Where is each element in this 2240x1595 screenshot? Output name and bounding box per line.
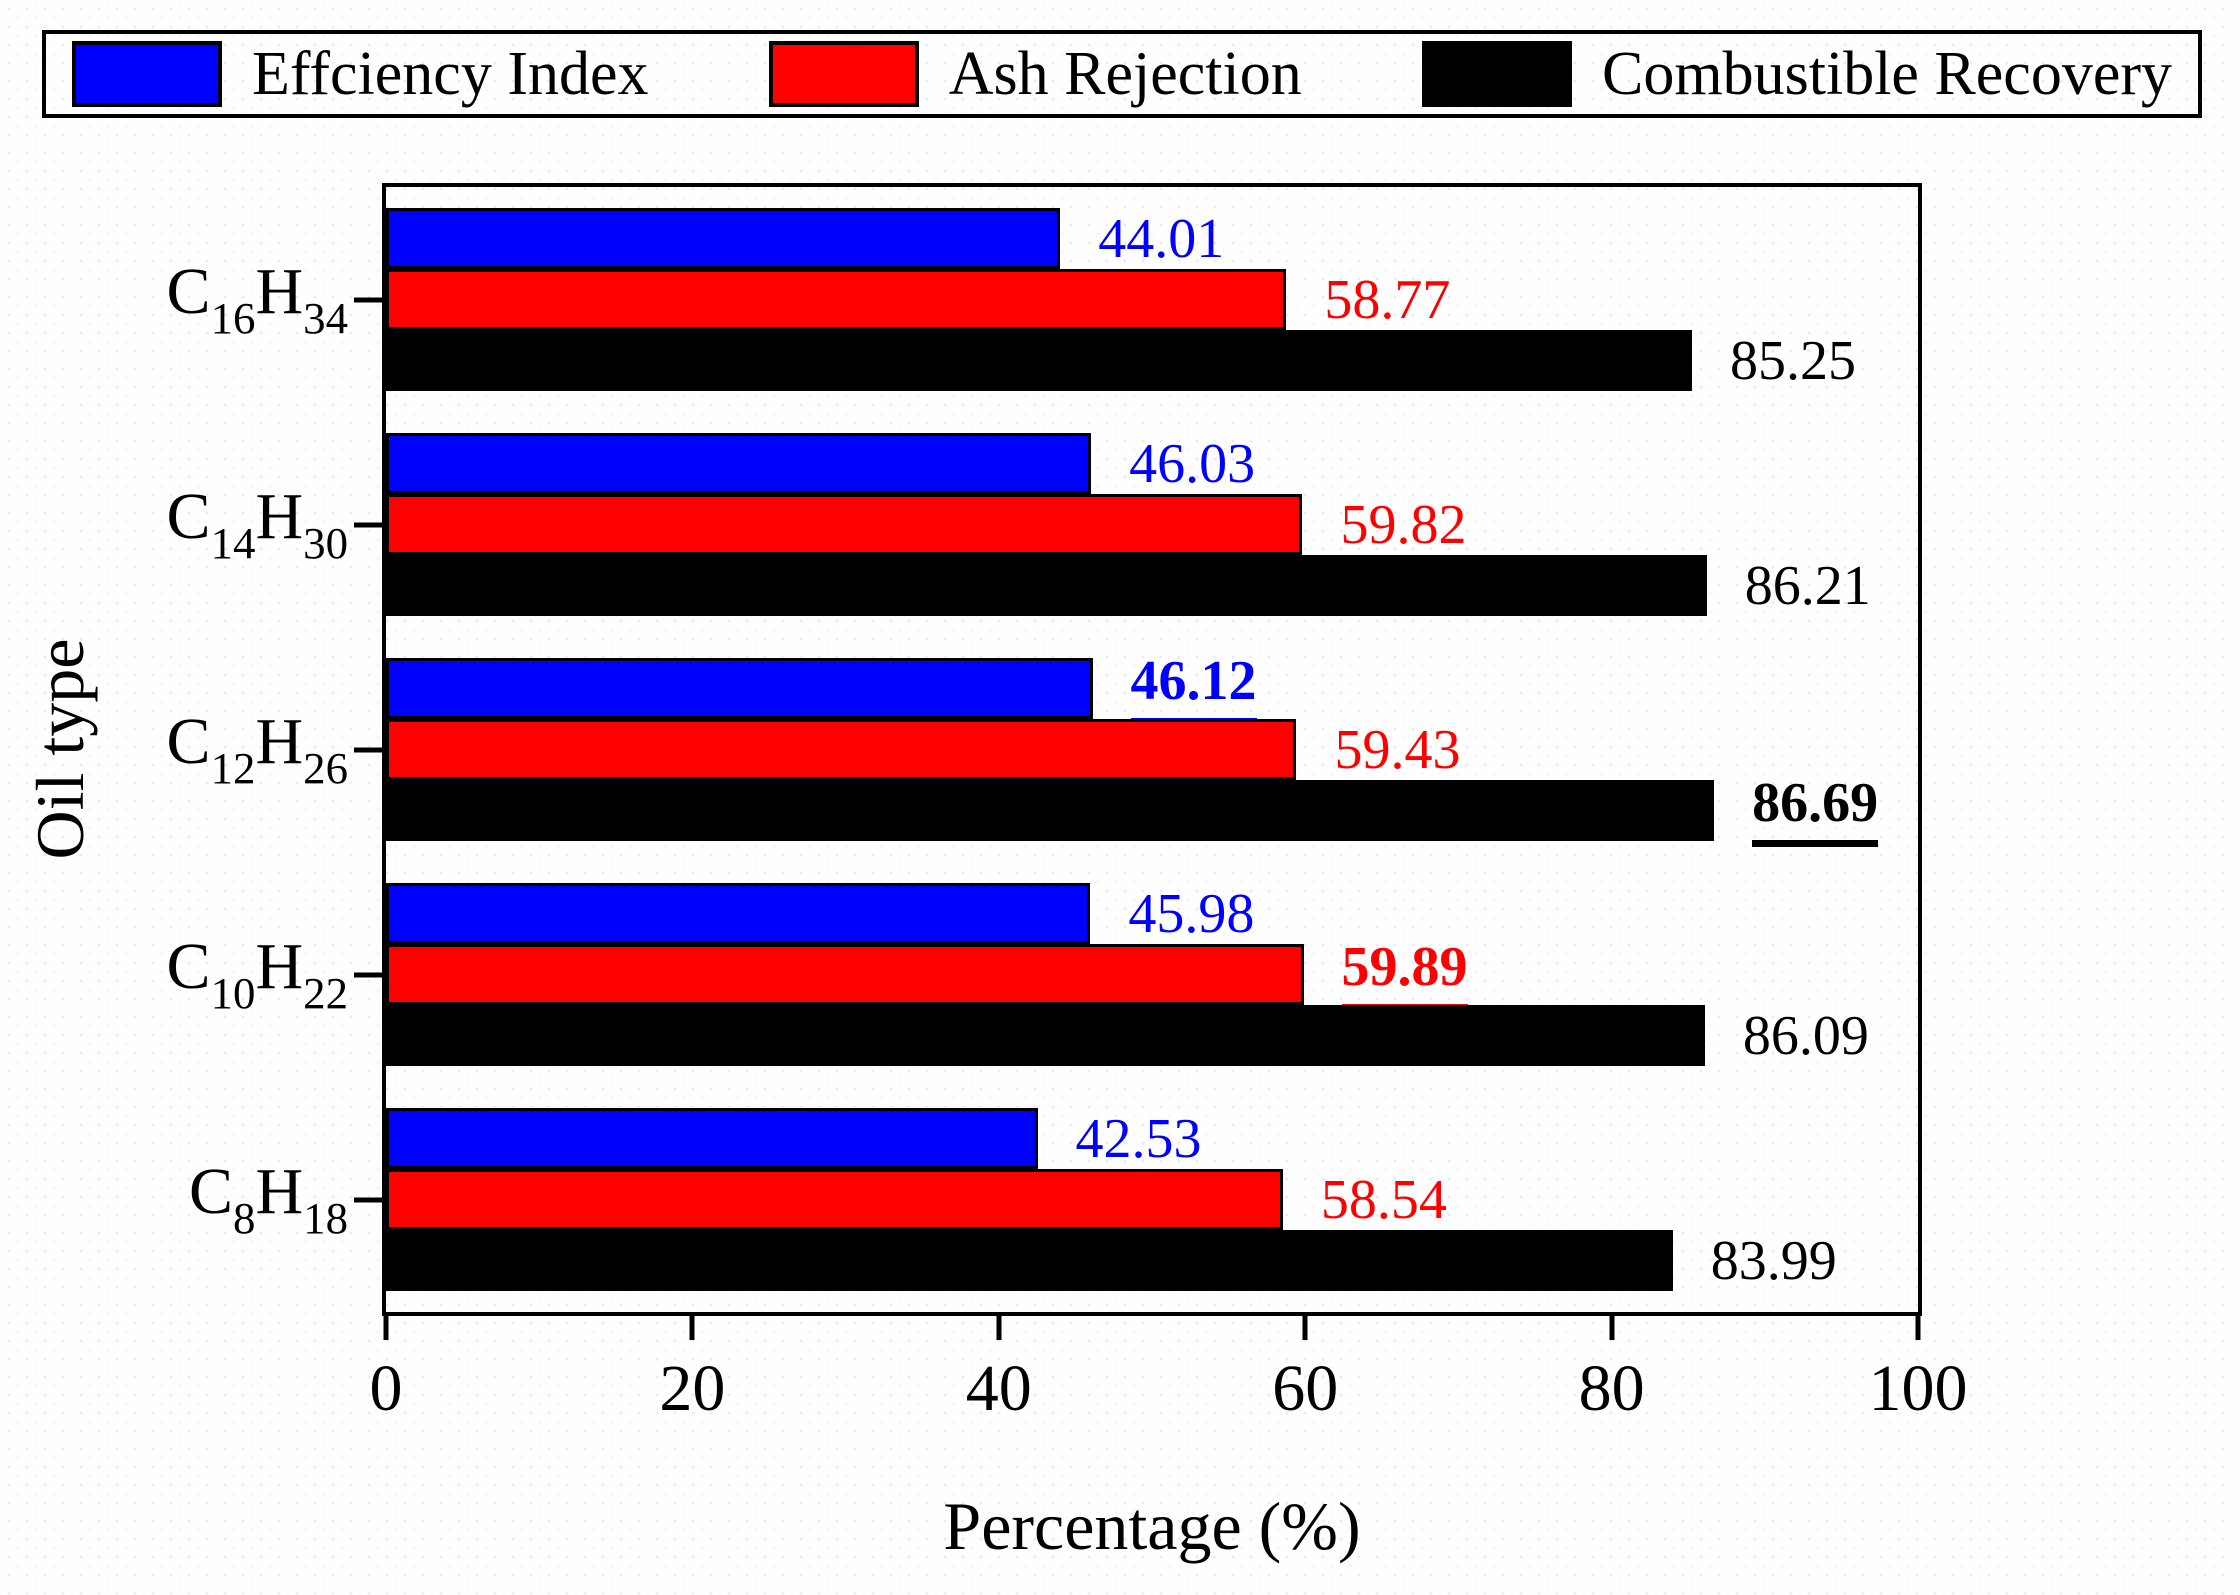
x-tick-label: 60 [1272, 1352, 1339, 1425]
y-axis-category-labels: C16H34 C14H30 C12H26 C10H22 C8H18 [0, 187, 348, 1312]
bar-C14H30-combustible-recovery [386, 555, 1707, 616]
category-tick [354, 1197, 382, 1202]
legend-label-ash-rejection: Ash Rejection [948, 40, 1302, 108]
x-tick [689, 1316, 695, 1340]
bar-C12H26-combustible-recovery [386, 780, 1715, 841]
bar-group-C8H18: 42.53 58.54 83.99 [386, 1087, 1918, 1312]
x-tick-label: 20 [659, 1352, 726, 1425]
bar-group-C16H34: 44.01 58.77 85.25 [386, 187, 1918, 412]
y-axis-ticks [354, 187, 382, 1312]
bar-value-label: 86.21 [1744, 555, 1871, 617]
category-tick [354, 522, 382, 527]
bar-C8H18-ash-rejection [386, 1169, 1283, 1230]
bar-C10H22-combustible-recovery [386, 1005, 1705, 1066]
x-tick-label: 80 [1578, 1352, 1645, 1425]
category-label-C8H18: C8H18 [188, 1154, 348, 1243]
x-axis-title: Percentage (%) [943, 1488, 1361, 1564]
plot-area: 44.01 58.77 85.25 46.03 59.82 86.21 46.12 59.43… [382, 183, 1922, 1316]
x-tick [383, 1316, 389, 1340]
legend: Effciency Index Ash Rejection Combustibl… [42, 30, 2202, 118]
bar-value-label: 46.03 [1129, 433, 1256, 495]
legend-item-efficiency-index: Effciency Index [72, 41, 649, 107]
bar-value-label: 44.01 [1098, 208, 1225, 270]
bar-C10H22-effciency-index [386, 883, 1091, 944]
category-tick [354, 972, 382, 977]
legend-item-ash-rejection: Ash Rejection [768, 40, 1302, 108]
x-tick [1915, 1316, 1921, 1340]
legend-swatch-efficiency-index [72, 41, 222, 107]
bar-value-label: 59.43 [1334, 719, 1461, 781]
bar-C10H22-ash-rejection [386, 944, 1304, 1005]
bar-value-label: 83.99 [1710, 1230, 1837, 1292]
category-label-C12H26: C12H26 [166, 704, 348, 793]
bar-value-label: 46.12 [1130, 653, 1257, 725]
bar-value-label: 45.98 [1128, 883, 1255, 945]
bar-value-label: 59.89 [1341, 939, 1468, 1011]
bar-value-label: 86.69 [1752, 775, 1879, 847]
bar-value-label: 86.09 [1742, 1005, 1869, 1067]
bar-group-C10H22: 45.98 59.89 86.09 [386, 862, 1918, 1087]
bar-C14H30-ash-rejection [386, 494, 1303, 555]
legend-swatch-combustible-recovery [1422, 41, 1573, 107]
category-tick [354, 297, 382, 302]
bar-group-C12H26: 46.12 59.43 86.69 [386, 637, 1918, 862]
bar-C16H34-ash-rejection [386, 269, 1287, 330]
bar-C8H18-effciency-index [386, 1108, 1038, 1169]
bar-value-label: 85.25 [1730, 330, 1857, 392]
legend-item-combustible-recovery: Combustible Recovery [1422, 41, 2172, 107]
legend-swatch-ash-rejection [768, 41, 919, 107]
x-tick-label: 100 [1868, 1352, 1968, 1425]
category-label-C16H34: C16H34 [166, 254, 348, 343]
x-axis: 0 20 40 60 80 100 [370, 1316, 1968, 1466]
x-tick-label: 40 [965, 1352, 1032, 1425]
x-tick [1302, 1316, 1308, 1340]
x-tick-label: 0 [369, 1352, 403, 1425]
bar-C16H34-combustible-recovery [386, 330, 1693, 391]
bar-value-label: 58.77 [1324, 269, 1451, 331]
bar-group-C14H30: 46.03 59.82 86.21 [386, 412, 1918, 637]
bar-value-label: 58.54 [1320, 1169, 1447, 1231]
legend-label-combustible-recovery: Combustible Recovery [1602, 40, 2172, 108]
category-label-C10H22: C10H22 [166, 929, 348, 1018]
category-label-C14H30: C14H30 [166, 479, 348, 568]
bar-value-label: 59.82 [1340, 494, 1467, 556]
bar-C12H26-ash-rejection [386, 719, 1297, 780]
legend-label-efficiency-index: Effciency Index [252, 40, 649, 108]
bar-C14H30-effciency-index [386, 433, 1092, 494]
category-tick [354, 747, 382, 752]
bar-C16H34-effciency-index [386, 208, 1061, 269]
bar-C8H18-combustible-recovery [386, 1230, 1673, 1291]
bar-value-label: 42.53 [1075, 1108, 1202, 1170]
bar-C12H26-effciency-index [386, 658, 1093, 719]
x-tick [1609, 1316, 1615, 1340]
x-tick [996, 1316, 1002, 1340]
